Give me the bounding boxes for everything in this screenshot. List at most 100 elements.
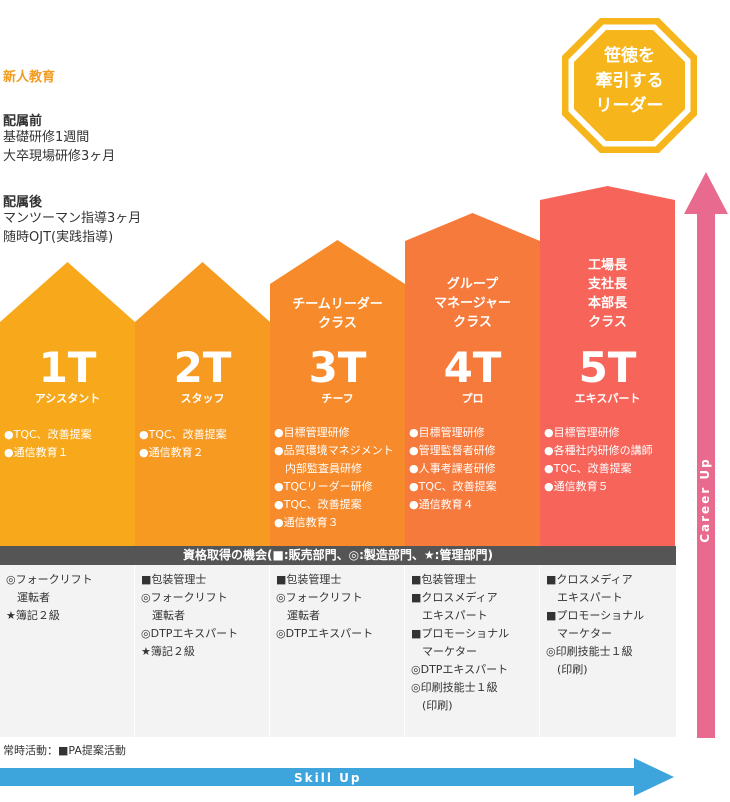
step-5t-shape bbox=[540, 186, 675, 546]
qualification-item: ◎DTPエキスパート bbox=[411, 663, 509, 676]
skill-up-arrow bbox=[0, 758, 674, 796]
step-4t: グループ マネージャー クラス 4T プロ ●目標管理研修 ●管理監督者研修 ●… bbox=[405, 213, 540, 546]
qualification-item: ◎DTPエキスパート bbox=[276, 627, 374, 640]
step-role-line: クラス bbox=[453, 315, 492, 330]
step-5t-role: 工場長 支社長 本部長 クラス bbox=[540, 256, 675, 332]
step-1t-sub: アシスタント bbox=[34, 392, 101, 405]
qualification-item: ◎フォークリフト bbox=[276, 591, 363, 604]
qualification-item: マーケター bbox=[411, 645, 477, 658]
step-3t: チームリーダー クラス 3T チーフ ●目標管理研修 ●品質環境マネジメント 内… bbox=[270, 240, 405, 546]
step-4t-sub: プロ bbox=[461, 392, 484, 405]
step-2t-items: ●TQC、改善提案 ●通信教育２ bbox=[139, 426, 227, 462]
step-item: ●TQC、改善提案 bbox=[544, 462, 632, 475]
step-1t: 1T アシスタント ●TQC、改善提案 ●通信教育１ bbox=[0, 262, 135, 546]
step-item: ●目標管理研修 bbox=[274, 426, 350, 439]
qualification-item: ◎フォークリフト bbox=[141, 591, 228, 604]
step-4t-level: 4T bbox=[443, 343, 502, 392]
step-role-line: 工場長 bbox=[587, 258, 627, 273]
qualification-item: ◎印刷技能士１級 bbox=[411, 681, 498, 694]
career-up-arrow bbox=[684, 172, 728, 738]
step-5t: 工場長 支社長 本部長 クラス 5T エキスパート ●目標管理研修 ●各種社内研… bbox=[540, 186, 675, 546]
goal-line-2: 牽引する bbox=[595, 71, 664, 91]
step-item: ●通信教育５ bbox=[544, 480, 609, 493]
step-item: ●通信教育２ bbox=[139, 446, 204, 459]
step-item: ●人事考課者研修 bbox=[409, 462, 496, 475]
qualification-col-2: ■包装管理士 ◎フォークリフト 運転者 ◎DTPエキスパート ★簿記２級 bbox=[135, 565, 269, 737]
before-line-1: 基礎研修1週間 bbox=[3, 130, 90, 145]
step-item: 内部監査員研修 bbox=[274, 462, 362, 475]
step-item: ●TQC、改善提案 bbox=[4, 428, 92, 441]
step-item: ●管理監督者研修 bbox=[409, 444, 496, 457]
intro-title: 新人教育 bbox=[3, 70, 56, 85]
step-item: ●目標管理研修 bbox=[409, 426, 485, 439]
after-line-1: マンツーマン指導3ヶ月 bbox=[3, 211, 142, 226]
qualification-bar: 資格取得の機会(■:販売部門、◎:製造部門、★:管理部門) bbox=[0, 546, 676, 565]
goal-text: 笹徳を 牽引する リーダー bbox=[562, 44, 697, 119]
qualification-item: ■包装管理士 bbox=[141, 573, 207, 586]
step-1t-level: 1T bbox=[38, 343, 97, 392]
qualification-item: ■プロモーショナル bbox=[546, 609, 645, 622]
before-heading: 配属前 bbox=[3, 114, 43, 129]
after-heading: 配属後 bbox=[3, 195, 43, 210]
qualification-item: ■包装管理士 bbox=[276, 573, 342, 586]
step-role-line: マネージャー bbox=[433, 296, 512, 311]
step-role-line: クラス bbox=[588, 315, 627, 330]
step-4t-shape bbox=[405, 213, 540, 546]
step-item: ●TQC、改善提案 bbox=[409, 480, 497, 493]
step-item: ●TQC、改善提案 bbox=[274, 498, 362, 511]
footnote: 常時活動：■PA提案活動 bbox=[3, 744, 126, 757]
step-item: ●通信教育４ bbox=[409, 498, 474, 511]
step-5t-level: 5T bbox=[578, 343, 637, 392]
qualification-item: 運転者 bbox=[6, 591, 50, 604]
step-5t-items: ●目標管理研修 ●各種社内研修の講師 ●TQC、改善提案 ●通信教育５ bbox=[544, 424, 653, 496]
goal-line-1: 笹徳を bbox=[604, 46, 655, 66]
qualification-item: 運転者 bbox=[141, 609, 185, 622]
step-item: ●TQC、改善提案 bbox=[139, 428, 227, 441]
step-4t-role: グループ マネージャー クラス bbox=[405, 275, 540, 332]
step-2t-level: 2T bbox=[173, 343, 232, 392]
before-line-2: 大卒現場研修3ヶ月 bbox=[3, 149, 116, 164]
qualification-col-3: ■包装管理士 ◎フォークリフト 運転者 ◎DTPエキスパート bbox=[270, 565, 404, 737]
qualification-col-1: ◎フォークリフト 運転者 ★簿記２級 bbox=[0, 565, 134, 737]
qualification-item: ★簿記２級 bbox=[141, 645, 195, 658]
step-role-line: 本部長 bbox=[587, 296, 627, 311]
step-role-line: チームリーダー bbox=[292, 297, 383, 312]
step-item: ●TQCリーダー研修 bbox=[274, 480, 373, 493]
qualification-col-5: ■クロスメディア エキスパート ■プロモーショナル マーケター ◎印刷技能士１級… bbox=[540, 565, 676, 737]
step-1t-shape bbox=[0, 262, 135, 546]
qualification-item: ■包装管理士 bbox=[411, 573, 477, 586]
step-3t-shape bbox=[270, 240, 405, 546]
qualification-item: (印刷) bbox=[411, 699, 453, 712]
qualification-item: エキスパート bbox=[411, 609, 488, 622]
qualification-item: ◎印刷技能士１級 bbox=[546, 645, 633, 658]
qualification-item: ■クロスメディア bbox=[411, 591, 498, 604]
qualification-item: ◎フォークリフト bbox=[6, 573, 93, 586]
step-item: ●通信教育３ bbox=[274, 516, 339, 529]
step-item: ●各種社内研修の講師 bbox=[544, 444, 653, 457]
qualification-item: 運転者 bbox=[276, 609, 320, 622]
qualification-item: ■プロモーショナル bbox=[411, 627, 510, 640]
step-role-line: クラス bbox=[318, 316, 357, 331]
qualification-col-4: ■包装管理士 ■クロスメディア エキスパート ■プロモーショナル マーケター ◎… bbox=[405, 565, 539, 737]
goal-line-3: リーダー bbox=[595, 96, 664, 116]
step-5t-sub: エキスパート bbox=[574, 392, 641, 405]
skill-up-label: Skill Up bbox=[294, 771, 362, 785]
step-3t-level: 3T bbox=[308, 343, 367, 392]
step-3t-items: ●目標管理研修 ●品質環境マネジメント 内部監査員研修 ●TQCリーダー研修 ●… bbox=[274, 424, 394, 532]
career-up-label: Career Up bbox=[698, 457, 712, 543]
after-line-2: 随時OJT(実践指導) bbox=[3, 230, 114, 245]
step-1t-items: ●TQC、改善提案 ●通信教育１ bbox=[4, 426, 92, 462]
step-item: ●目標管理研修 bbox=[544, 426, 620, 439]
qualification-item: マーケター bbox=[546, 627, 612, 640]
step-3t-sub: チーフ bbox=[321, 392, 354, 405]
step-2t: 2T スタッフ ●TQC、改善提案 ●通信教育２ bbox=[135, 262, 270, 546]
qualification-item: ◎DTPエキスパート bbox=[141, 627, 239, 640]
qualification-item: ★簿記２級 bbox=[6, 609, 60, 622]
step-3t-role: チームリーダー クラス bbox=[270, 295, 405, 333]
step-item: ●通信教育１ bbox=[4, 446, 69, 459]
step-2t-shape bbox=[135, 262, 270, 546]
step-4t-items: ●目標管理研修 ●管理監督者研修 ●人事考課者研修 ●TQC、改善提案 ●通信教… bbox=[409, 424, 497, 514]
qualification-item: エキスパート bbox=[546, 591, 623, 604]
step-2t-sub: スタッフ bbox=[180, 392, 225, 405]
goal-octagon bbox=[562, 18, 697, 153]
